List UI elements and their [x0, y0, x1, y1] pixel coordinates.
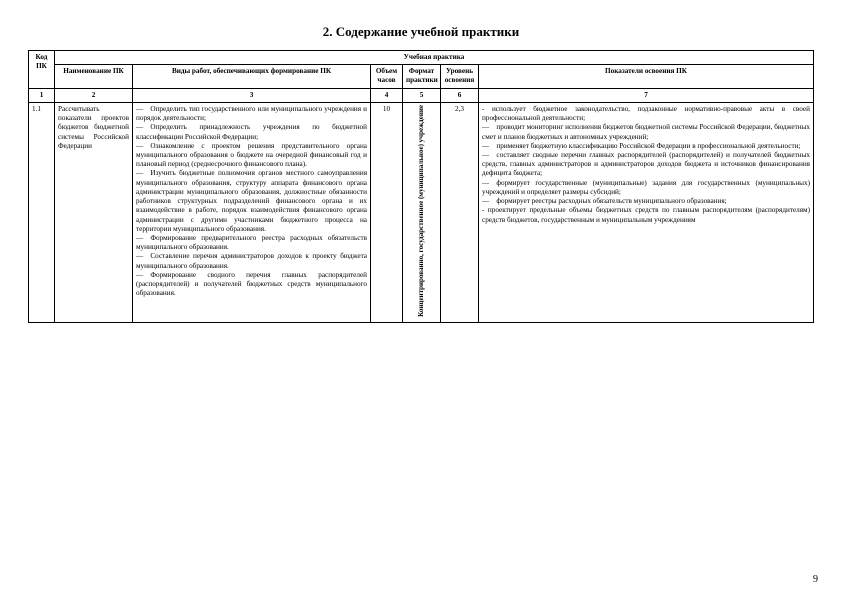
- cell-works: — Определить тип государственного или му…: [133, 102, 371, 322]
- cell-hours: 10: [371, 102, 403, 322]
- th-indicators: Показатели освоения ПК: [479, 65, 814, 88]
- numcell-1: 1: [29, 88, 55, 102]
- cell-code: 1.1: [29, 102, 55, 322]
- th-hours: Объем часов: [371, 65, 403, 88]
- cell-format-vertical: Концентрированно, государственное (муниц…: [417, 105, 425, 317]
- th-level: Уровень освоения: [441, 65, 479, 88]
- th-group: Учебная практика: [55, 51, 814, 65]
- th-format: Формат практики: [403, 65, 441, 88]
- th-code: Код ПК: [29, 51, 55, 89]
- numcell-7: 7: [479, 88, 814, 102]
- cell-format: Концентрированно, государственное (муниц…: [403, 102, 441, 322]
- numcell-5: 5: [403, 88, 441, 102]
- cell-name: Рассчитывать показатели проектов бюджето…: [55, 102, 133, 322]
- numcell-6: 6: [441, 88, 479, 102]
- numcell-2: 2: [55, 88, 133, 102]
- th-works: Виды работ, обеспечивающих формирование …: [133, 65, 371, 88]
- page-number: 9: [813, 574, 818, 585]
- practice-table: Код ПК Учебная практика Наименование ПК …: [28, 50, 814, 323]
- numcell-3: 3: [133, 88, 371, 102]
- numcell-4: 4: [371, 88, 403, 102]
- cell-indicators: - использует бюджетное законодательство,…: [479, 102, 814, 322]
- cell-level: 2,3: [441, 102, 479, 322]
- section-title: 2. Содержание учебной практики: [28, 24, 814, 40]
- th-name: Наименование ПК: [55, 65, 133, 88]
- table-row: 1.1 Рассчитывать показатели проектов бюд…: [29, 102, 814, 322]
